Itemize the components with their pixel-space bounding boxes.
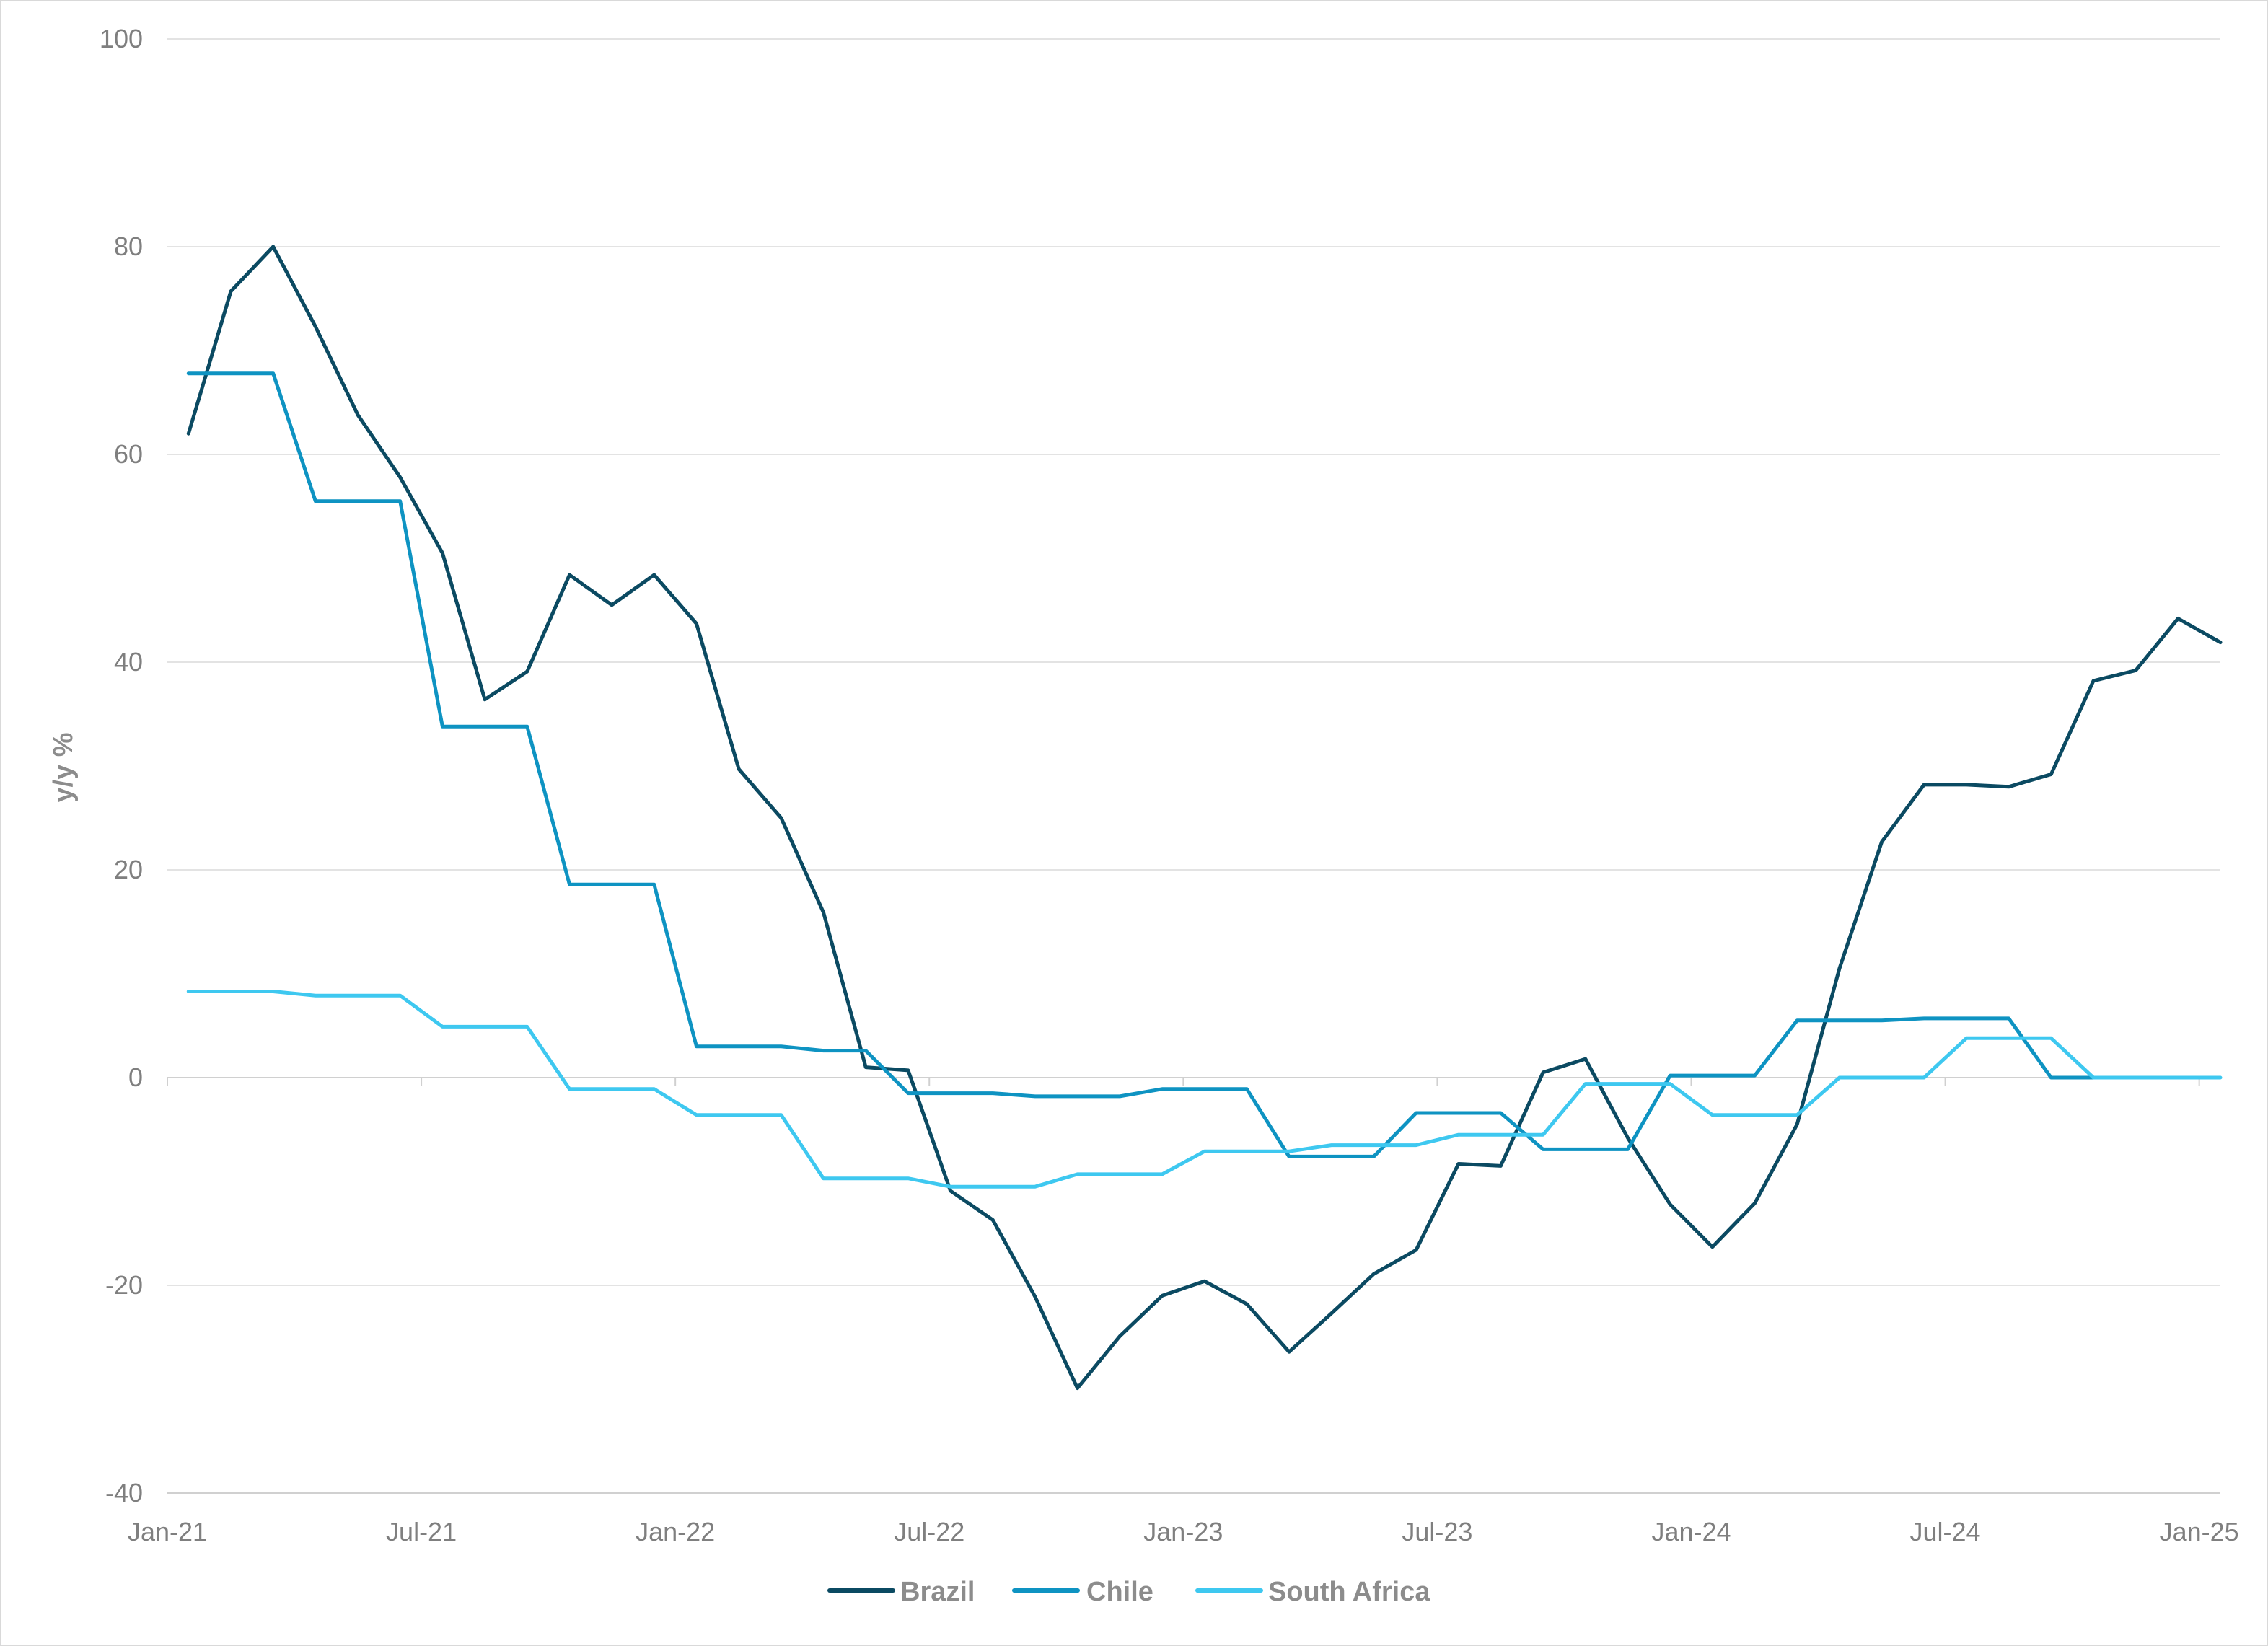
legend-label-south-africa: South Africa xyxy=(1268,1577,1430,1607)
x-tick-label: Jan-21 xyxy=(128,1517,207,1546)
series-line-brazil xyxy=(186,245,2223,1391)
y-tick-label: 0 xyxy=(128,1062,143,1092)
legend: Brazil Chile South Africa xyxy=(827,1577,1430,1607)
y-tick-label: -40 xyxy=(105,1478,143,1508)
y-axis-title: y/y % xyxy=(48,732,79,802)
x-tick-label: Jan-25 xyxy=(2160,1517,2239,1546)
y-tick-label: -20 xyxy=(105,1270,143,1300)
y-tick-label: 80 xyxy=(114,232,143,261)
series-lines xyxy=(186,245,2223,1391)
series-line-chile xyxy=(186,371,2180,1158)
x-tick-label: Jul-24 xyxy=(1910,1517,1981,1546)
x-tick-label: Jan-23 xyxy=(1143,1517,1223,1546)
legend-label-chile: Chile xyxy=(1086,1577,1153,1607)
x-tick-label: Jul-22 xyxy=(894,1517,964,1546)
series-line-south-africa xyxy=(186,990,2223,1189)
x-tick-label: Jan-22 xyxy=(636,1517,715,1546)
y-tick-label: 20 xyxy=(114,855,143,884)
y-tick-label: 60 xyxy=(114,439,143,469)
x-tick-label: Jul-23 xyxy=(1402,1517,1472,1546)
y-tick-label: 100 xyxy=(100,24,143,53)
legend-label-brazil: Brazil xyxy=(900,1577,975,1607)
tick-labels: 100 80 60 40 20 0 -20 -40 Jan-21 Jul-21 Jan-22 Jul-… xyxy=(100,24,2239,1546)
y-tick-label: 40 xyxy=(114,647,143,677)
x-tick-label: Jul-21 xyxy=(386,1517,457,1546)
x-tick-label: Jan-24 xyxy=(1651,1517,1731,1546)
gridlines xyxy=(167,38,2220,1494)
